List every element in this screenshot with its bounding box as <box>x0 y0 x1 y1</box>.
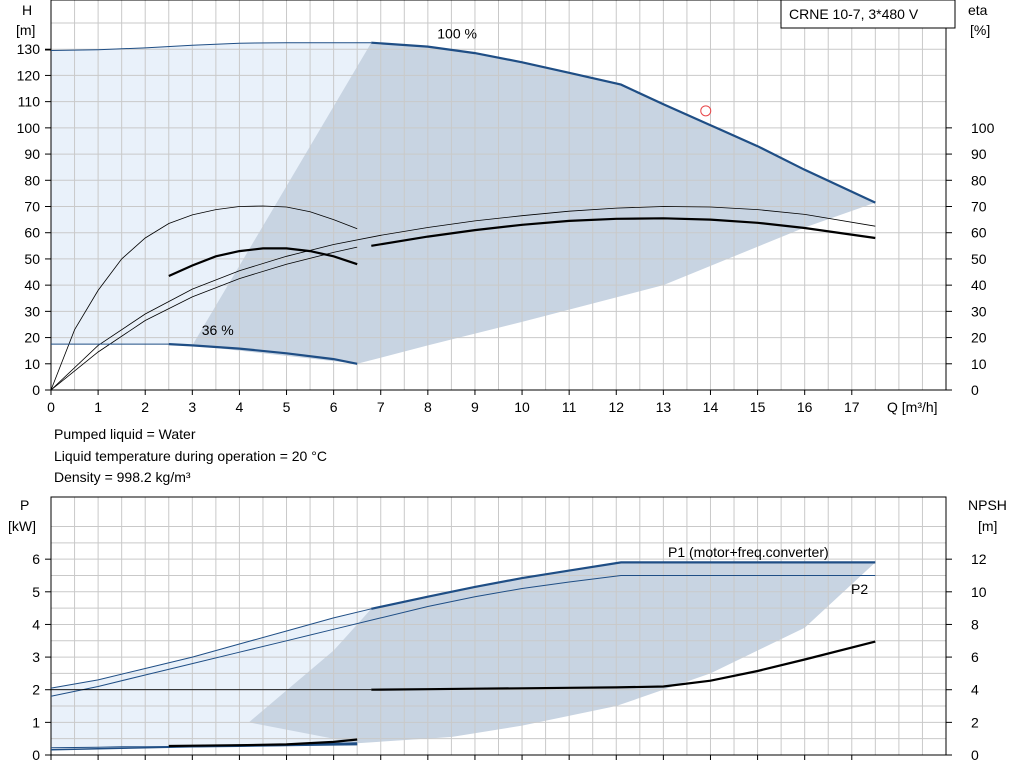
x-tick-label-10: 10 <box>514 399 530 415</box>
y2-tick-label-50: 50 <box>971 251 987 267</box>
y-axis-unit-m: [m] <box>16 22 35 38</box>
y2-tick-label-100: 100 <box>971 120 995 136</box>
operating-point-marker <box>700 105 712 117</box>
npsh-tick-label-2: 2 <box>971 714 979 730</box>
y-tick-label-70: 70 <box>24 199 40 215</box>
y2-axis-unit-m: [m] <box>978 518 997 534</box>
y2-tick-label-70: 70 <box>971 199 987 215</box>
y-tick-label-100: 100 <box>17 120 41 136</box>
y2-tick-label-0: 0 <box>971 382 979 398</box>
npsh-tick-label-10: 10 <box>971 584 987 600</box>
p-tick-label-1: 1 <box>32 714 40 730</box>
y-tick-label-50: 50 <box>24 251 40 267</box>
x-tick-label-6: 6 <box>330 399 338 415</box>
y2-axis-label-npsh: NPSH <box>968 497 1007 513</box>
npsh-tick-label-6: 6 <box>971 649 979 665</box>
x-tick-label-1: 1 <box>94 399 102 415</box>
curve-p1 <box>50 575 876 697</box>
y-tick-label-60: 60 <box>24 225 40 241</box>
x-tick-label-16: 16 <box>797 399 813 415</box>
curve-npsh-36 <box>168 738 358 748</box>
y2-tick-label-20: 20 <box>971 330 987 346</box>
speed-36-label: 36 % <box>202 322 234 338</box>
x-tick-label-17: 17 <box>844 399 860 415</box>
npsh-tick-label-0: 0 <box>971 747 979 763</box>
x-tick-label-4: 4 <box>236 399 244 415</box>
y2-axis-label-eta: eta <box>968 2 988 18</box>
p-tick-label-6: 6 <box>32 551 40 567</box>
x-tick-label-7: 7 <box>377 399 385 415</box>
note-density: Density = 998.2 kg/m³ <box>54 469 191 485</box>
x-tick-label-3: 3 <box>188 399 196 415</box>
x-tick-label-12: 12 <box>608 399 624 415</box>
curve-p1-ext <box>50 608 372 689</box>
x-tick-label-8: 8 <box>424 399 432 415</box>
x-tick-label-5: 5 <box>283 399 291 415</box>
curve-p1 <box>371 561 876 610</box>
x-tick-label-15: 15 <box>750 399 766 415</box>
y-tick-label-20: 20 <box>24 330 40 346</box>
y-tick-label-130: 130 <box>17 41 41 57</box>
curve-h-36 <box>168 343 358 365</box>
y-axis-unit-kw: [kW] <box>8 518 36 534</box>
y-tick-label-30: 30 <box>24 303 40 319</box>
x-tick-label-2: 2 <box>141 399 149 415</box>
curve-eta-36-ext <box>50 205 358 391</box>
y2-tick-label-80: 80 <box>971 172 987 188</box>
p-tick-label-3: 3 <box>32 649 40 665</box>
npsh-tick-label-12: 12 <box>971 551 987 567</box>
y2-tick-label-60: 60 <box>971 225 987 241</box>
y-tick-label-10: 10 <box>24 356 40 372</box>
x-tick-label-9: 9 <box>471 399 479 415</box>
x-tick-label-0: 0 <box>47 399 55 415</box>
y2-tick-label-30: 30 <box>971 303 987 319</box>
y-tick-label-40: 40 <box>24 277 40 293</box>
pump-title: CRNE 10-7, 3*480 V <box>789 6 919 22</box>
curve-p1-36-ext <box>50 746 169 749</box>
p-tick-label-4: 4 <box>32 616 40 632</box>
y-axis-label-p: P <box>20 497 29 513</box>
top-plot-frame <box>50 0 947 391</box>
y-tick-label-80: 80 <box>24 172 40 188</box>
curve-eta-100-ext <box>50 206 876 391</box>
y-tick-label-0: 0 <box>32 382 40 398</box>
y-axis-label-h: H <box>22 2 32 18</box>
y-tick-label-120: 120 <box>17 67 41 83</box>
p-tick-label-0: 0 <box>32 747 40 763</box>
bottom-plot-frame <box>50 496 947 756</box>
y2-tick-label-40: 40 <box>971 277 987 293</box>
y-tick-label-110: 110 <box>18 94 41 110</box>
legend-p2: P2 <box>851 581 868 597</box>
x-tick-label-11: 11 <box>562 399 577 415</box>
speed-100-label: 100 % <box>437 26 477 42</box>
pump-title-box <box>780 0 956 29</box>
curve-h-100-ext <box>50 42 372 51</box>
curve-h-100 <box>371 41 876 204</box>
legend-p1: P1 (motor+freq.converter) <box>668 544 829 560</box>
note-liquid-temperature: Liquid temperature during operation = 20… <box>54 448 327 464</box>
npsh-tick-label-8: 8 <box>971 616 979 632</box>
p-tick-label-2: 2 <box>32 682 40 698</box>
npsh-tick-label-4: 4 <box>971 682 979 698</box>
x-tick-label-13: 13 <box>656 399 672 415</box>
y2-tick-label-90: 90 <box>971 146 987 162</box>
note-pumped-liquid: Pumped liquid = Water <box>54 426 196 442</box>
curve-eta-100 <box>371 217 876 247</box>
y-tick-label-90: 90 <box>24 146 40 162</box>
p-tick-label-5: 5 <box>32 584 40 600</box>
curve-npsh <box>371 640 876 691</box>
curve-eta-36 <box>168 247 358 278</box>
y2-axis-unit-percent: [%] <box>970 22 990 38</box>
x-axis-label-q: Q [m³/h] <box>887 399 938 415</box>
x-tick-label-14: 14 <box>703 399 719 415</box>
y2-tick-label-10: 10 <box>971 356 987 372</box>
